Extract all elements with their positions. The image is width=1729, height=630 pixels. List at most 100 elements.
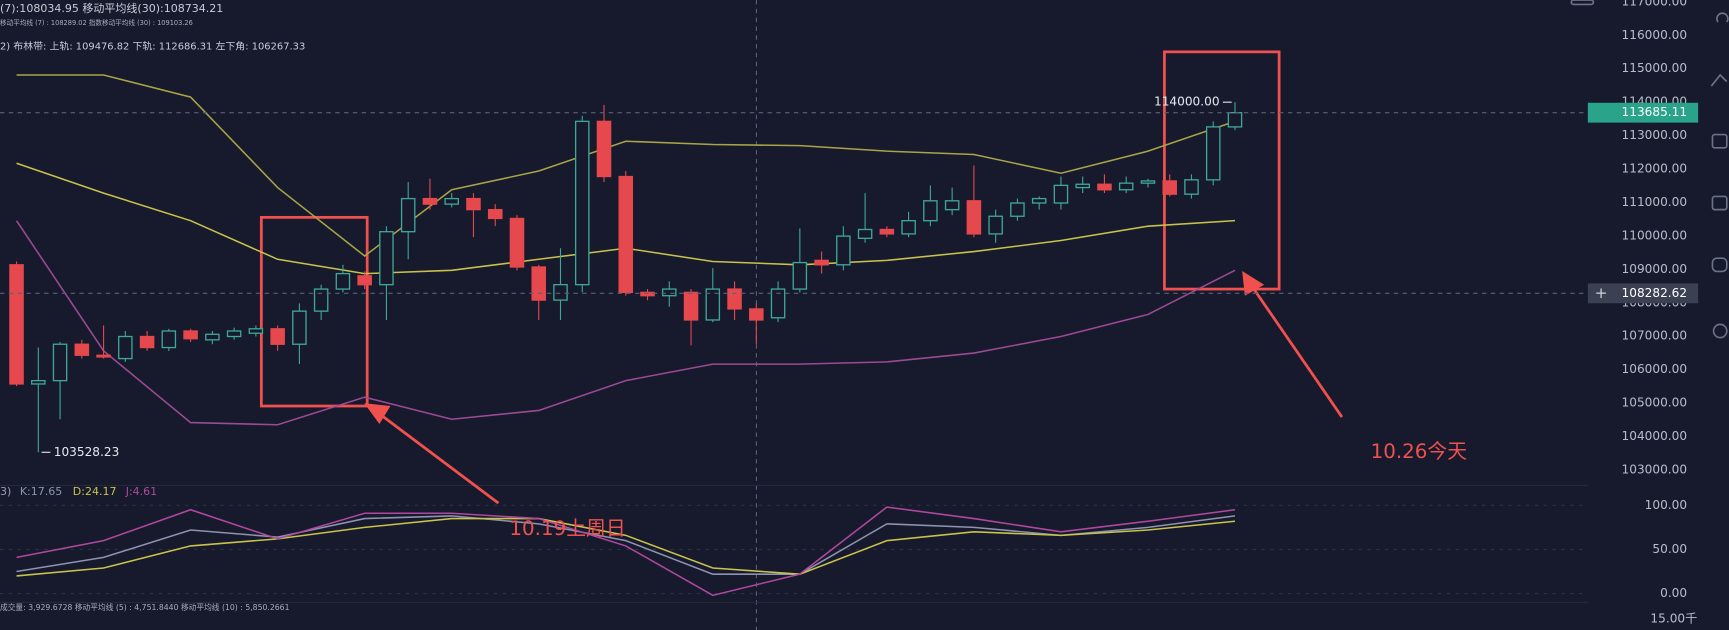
crosshair-plus: + [1595,284,1608,302]
candle-body [118,335,133,360]
highlight-box [259,215,369,408]
candle-body [400,197,416,233]
indicator-line [16,74,1236,257]
candle-body [857,228,873,239]
candle-body [52,343,68,382]
candle-body [792,261,808,290]
candle-body [9,264,24,385]
candle-body [770,288,786,319]
arrow [374,409,500,505]
candle-body [553,283,568,301]
marks: 103000.00 104000.00 105000.00 106000.00 1070… [0,0,1699,600]
candle-body [1031,197,1047,204]
candle-body [531,266,547,301]
candle-body [944,200,960,211]
candle-body [814,259,829,266]
candle-body [836,235,851,266]
candle-body [1097,183,1112,191]
candle-body [248,328,264,334]
last-price-tag [1587,102,1699,123]
arrow-head [1242,270,1265,296]
candle-body [618,175,634,294]
indicator-line [15,220,1236,426]
candle-body [139,335,155,349]
volume-tick-label: 15.00千 [1650,611,1697,625]
candle-body [1227,112,1243,128]
candle-body [487,208,503,220]
y-tick-label: 110000.00 [1622,228,1688,242]
y-tick-label: 105000.00 [1622,396,1688,410]
candle-body [923,200,938,222]
crosshair-label: 108282.62 [1622,286,1688,300]
last-price-label: 113685.11 [1622,105,1688,119]
candle-body [662,288,677,297]
candle-body [596,120,612,178]
y-tick-label: 103000.00 [1622,462,1688,476]
candle-body [226,330,242,338]
candle-body [988,215,1003,235]
y-tick-label: 104000.00 [1622,429,1688,443]
y-tick-label: 117000.00 [1622,0,1688,8]
candle-body [444,197,459,205]
y-tick-label: 107000.00 [1622,329,1688,343]
icon[interactable] [1711,133,1728,149]
legend-text: 成交量: 3,929.6728 移动平均线 (5) : 4,751.8440 移… [0,602,290,612]
highlight-box [1163,50,1281,291]
candle-body [357,275,372,286]
indicator-line [16,515,1236,575]
indicator-line [16,517,1236,577]
y-tick-label: 0.00 [1660,586,1687,600]
icon[interactable] [1716,12,1729,23]
annotation: 10.19上周日 [509,517,625,540]
legend-entry: K:17.65 [20,485,62,498]
legend-text: 3) [0,485,11,498]
candle-body [727,288,742,310]
icon[interactable] [1711,257,1728,273]
candle-body [509,217,525,268]
icon[interactable] [1570,0,1595,6]
candle-body [705,288,721,321]
candle-body [1118,182,1134,191]
candle-body [1205,126,1221,181]
icon[interactable] [1712,323,1728,339]
icon[interactable] [1710,73,1728,87]
candle-body [1140,180,1156,184]
y-tick-label: 115000.00 [1622,61,1688,75]
indicator-line [16,506,1236,597]
candle-body [1162,180,1178,195]
y-tick-label: 112000.00 [1622,162,1688,176]
candle-body [966,200,982,235]
candle-body [74,343,90,356]
candle-body [270,328,285,345]
candle-body [292,310,307,345]
candle-body [1184,179,1199,195]
y-tick-label: 50.00 [1652,542,1687,556]
y-tick-label: 109000.00 [1622,262,1688,276]
annotation-boxes [259,50,1344,505]
legend-text: (7):108034.95 移动平均线(30):108734.21 [0,1,223,15]
arrow-head [364,403,391,424]
candle-body [901,220,916,235]
toolbar-icons [1570,0,1729,339]
icon[interactable] [1711,195,1728,211]
candle-body [749,308,764,321]
candle-body [205,333,220,341]
candle-body [379,231,394,286]
y-tick-label: 111000.00 [1622,195,1688,209]
candle-body [683,291,699,321]
legend-entry: J:4.61 [125,485,157,498]
candle-body [31,379,46,385]
low-label: 103528.23 [54,445,120,459]
candle-body [1075,183,1090,189]
candle-body [161,330,177,349]
high-label: 114000.00 [1154,95,1220,109]
candle-body [466,197,481,211]
legend-entry: D:24.17 [73,485,117,498]
crosshair-tag [1587,283,1699,304]
candle-body [574,120,590,286]
candle-body [183,330,198,340]
y-tick-label: 106000.00 [1622,362,1688,376]
y-tick-label: 113000.00 [1622,128,1688,142]
